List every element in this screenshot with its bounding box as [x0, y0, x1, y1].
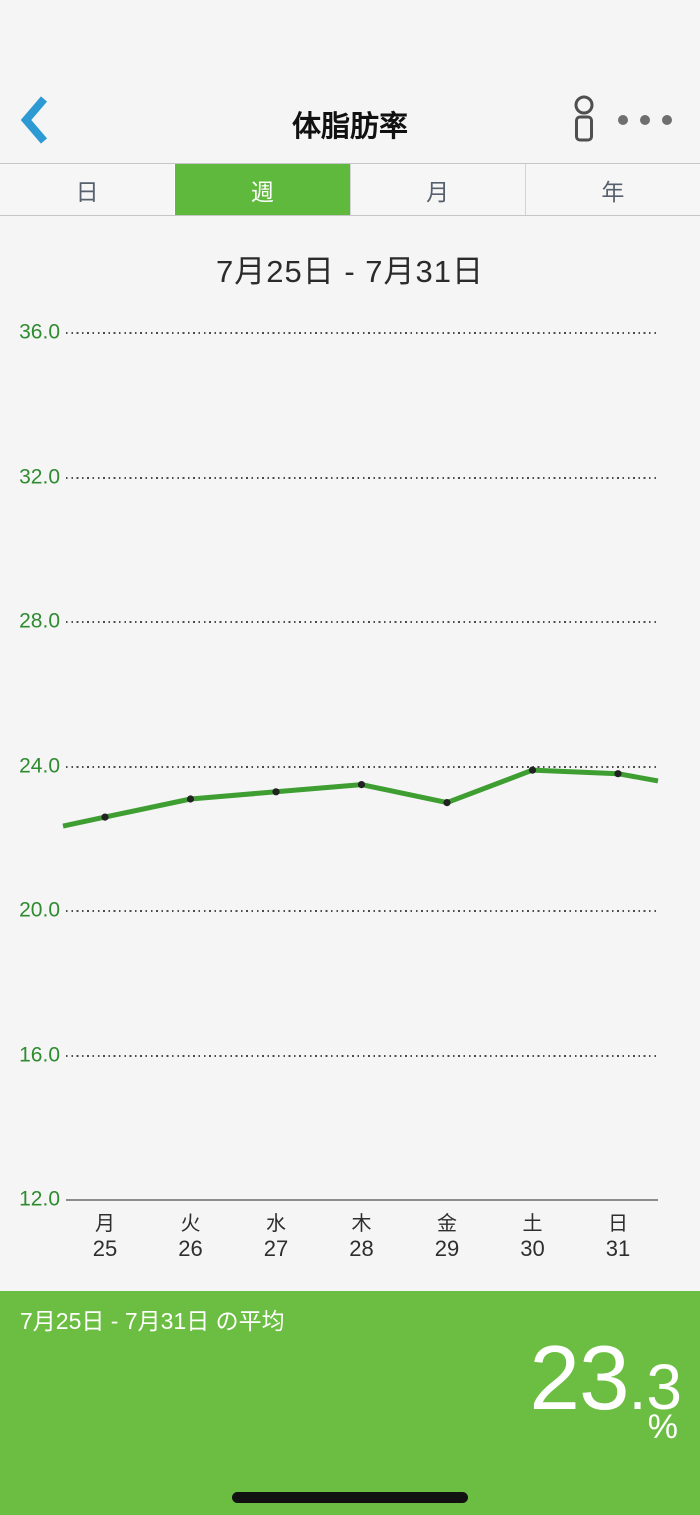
tab-label: 日	[75, 178, 99, 205]
average-value-decimal: .3	[628, 1351, 682, 1423]
data-point[interactable]	[528, 766, 537, 774]
ellipsis-icon	[618, 115, 628, 125]
x-axis-label: 金 29	[412, 1212, 482, 1262]
x-axis-label: 火 26	[156, 1212, 226, 1262]
average-value: 23 .3	[529, 1333, 682, 1424]
data-point[interactable]	[443, 799, 451, 807]
y-axis-tick-label: 24.0	[19, 754, 60, 778]
profile-button[interactable]	[568, 94, 600, 146]
x-label-weekday: 土	[522, 1213, 543, 1235]
x-label-weekday: 日	[608, 1213, 628, 1235]
x-axis-label: 木 28	[327, 1212, 397, 1262]
x-label-date: 28	[349, 1236, 374, 1261]
x-label-weekday: 月	[95, 1213, 115, 1235]
data-point[interactable]	[186, 795, 195, 803]
average-unit: %	[647, 1408, 678, 1446]
x-label-date: 27	[263, 1236, 289, 1261]
y-axis-tick-label: 28.0	[19, 609, 60, 633]
x-label-date: 30	[520, 1236, 545, 1261]
tab-year[interactable]: 年	[524, 164, 700, 215]
dotted-gridline	[66, 332, 658, 334]
x-label-date: 31	[605, 1236, 631, 1261]
average-summary-panel: 7月25日 - 7月31日 の平均	[0, 1291, 700, 1515]
tab-day[interactable]: 日	[0, 164, 175, 215]
x-label-weekday: 水	[266, 1213, 286, 1235]
ellipsis-icon	[662, 115, 672, 125]
period-title: 7月25日 - 7月31日	[216, 254, 484, 289]
dotted-gridline	[66, 910, 658, 912]
average-value-integer: 23	[529, 1328, 629, 1429]
x-axis-line	[66, 1199, 658, 1201]
more-menu-button[interactable]	[618, 94, 672, 146]
tab-week[interactable]: 週	[174, 164, 350, 215]
x-label-date: 26	[178, 1236, 203, 1261]
x-axis-label: 日 31	[583, 1212, 653, 1262]
y-axis-tick-label: 32.0	[19, 465, 60, 489]
x-label-date: 29	[434, 1236, 460, 1261]
x-label-date: 25	[92, 1236, 118, 1261]
data-point[interactable]	[272, 788, 280, 796]
dotted-gridline	[66, 1054, 658, 1057]
x-label-weekday: 木	[351, 1213, 372, 1235]
person-outline-icon	[574, 95, 594, 142]
tab-month[interactable]: 月	[349, 164, 525, 215]
x-label-weekday: 金	[437, 1213, 457, 1235]
tab-label: 週	[250, 178, 274, 205]
data-point[interactable]	[357, 781, 366, 789]
y-axis-tick-label: 16.0	[19, 1043, 60, 1067]
back-button[interactable]	[16, 95, 52, 147]
body-fat-trend-line	[62, 767, 659, 829]
page-title: 体脂肪率	[291, 111, 408, 143]
x-label-weekday: 火	[180, 1213, 201, 1235]
home-indicator[interactable]	[232, 1492, 468, 1503]
x-axis-label: 水 27	[241, 1212, 311, 1262]
dotted-gridline	[66, 621, 658, 623]
data-point[interactable]	[614, 770, 622, 778]
x-axis-label: 月 25	[70, 1212, 140, 1262]
period-tab-bar: 日週月年	[0, 163, 700, 216]
dotted-gridline	[66, 476, 658, 479]
tab-label: 年	[601, 178, 625, 205]
ellipsis-icon	[640, 115, 650, 125]
data-point[interactable]	[101, 813, 109, 821]
x-axis-label: 土 30	[498, 1212, 568, 1262]
y-axis-tick-label: 36.0	[19, 320, 60, 344]
y-axis-tick-label: 20.0	[19, 898, 60, 922]
dotted-gridline	[66, 765, 658, 768]
chevron-left-icon	[20, 96, 48, 144]
tab-label: 月	[426, 178, 450, 205]
y-axis-tick-label: 12.0	[19, 1187, 60, 1211]
average-label: 7月25日 - 7月31日 の平均	[20, 1308, 285, 1334]
